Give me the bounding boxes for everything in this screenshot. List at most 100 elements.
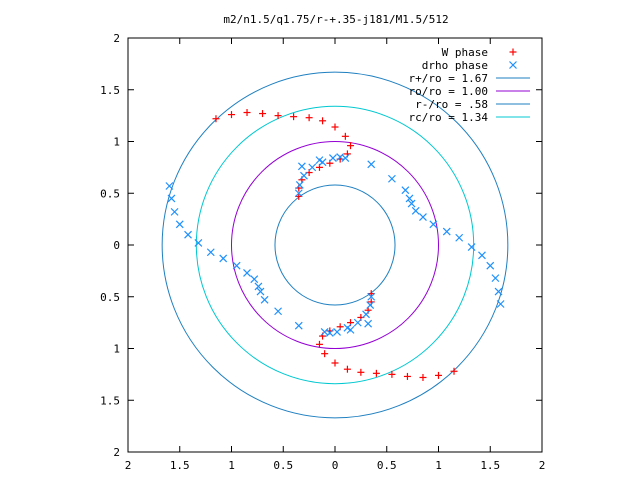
drho-phase-point [509,61,517,69]
drho-phase-point [411,206,420,215]
drho-phase-point [300,171,308,180]
drho-phase-point [455,233,464,242]
x-tick-label: 1.5 [480,459,500,472]
drho-phase-point [256,287,265,296]
x-tick-label: 0.5 [273,459,293,472]
x-tick-label: 1 [435,459,442,472]
x-tick-label: 2 [539,459,546,472]
drho-phase-point [478,251,486,260]
w-phase-point [343,365,351,373]
w-phase-point [243,109,251,117]
drho-phase-point [496,300,505,308]
w-phase-point [403,372,411,380]
drho-phase-point [295,181,304,189]
y-tick-label: 1 [113,136,120,149]
circle-rc [195,105,475,385]
x-tick-label: 2 [125,459,132,472]
w-phase-point [259,110,267,118]
drho-phase-point [206,248,215,257]
y-tick-label: 0.5 [100,187,120,200]
w-phase-point [315,340,323,348]
drho-phase-point [494,287,503,296]
drho-phase-point [364,319,373,328]
drho-phase-point [294,189,303,198]
drho-phase-point [274,307,282,316]
plot-area [161,71,509,419]
w-phase-point [212,115,220,123]
w-phase-point [321,350,329,358]
w-phase-point [435,371,442,379]
circle-r- [274,184,396,306]
x-tick-label: 0.5 [377,459,397,472]
circle-r+ [161,71,509,419]
drho-phase-point [175,220,184,229]
drho-phase-point [367,160,376,169]
drho-phase-point [329,154,337,162]
drho-phase-point [325,329,334,337]
y-tick-label: 1.5 [100,394,120,407]
y-tick-label: 0.5 [100,291,120,304]
x-tick-label: 0 [332,459,339,472]
drho-phase-point [250,275,259,284]
drho-phase-point [308,163,317,172]
drho-phase-point [491,274,500,283]
x-tick-label: 1.5 [170,459,190,472]
drho-phase-point [170,207,179,216]
drho-phase-point [467,243,476,251]
drho-phase-point [232,261,241,270]
drho-phase-point [260,295,269,304]
y-tick-label: 2 [113,32,120,45]
y-tick-label: 2 [113,446,120,459]
axis-ticks: 2 1.5 1 0.5 0 0.5 1 1.5 221.510.500.511.52 [100,32,545,472]
w-phase-point [347,142,355,150]
legend-label: r+/ro = 1.67 [409,72,488,85]
drho-phase-point [362,310,370,319]
drho-phase-point [165,182,174,190]
w-phase-point [319,117,327,125]
drho-phase-point [367,292,376,301]
legend-label: r-/ro = .58 [415,98,488,111]
chart-title: m2/n1.5/q1.75/r-+.35-j181/M1.5/512 [223,13,448,26]
w-phase-point [388,370,396,378]
drho-phase-point [407,199,416,208]
drho-phase-point [219,254,228,263]
drho-phase-point [341,154,350,162]
legend-label: ro/ro = 1.00 [409,85,488,98]
w-phase-point [305,114,313,122]
w-phase-point [290,113,298,121]
drho-phase-point [243,269,251,277]
drho-phase-point [167,194,176,203]
legend-label: rc/ro = 1.34 [409,111,489,124]
drho-phase-point [429,220,438,229]
drho-phase-point [366,301,375,309]
drho-phase-point [333,328,341,336]
drho-phase-point [315,156,324,165]
drho-phase-point [401,186,410,195]
w-phase-point [228,111,235,119]
w-phase-point [341,132,349,140]
drho-phase-point [184,230,192,239]
w-phase-point [509,48,517,56]
drho-phase-point [194,239,203,247]
y-tick-label: 1 [113,343,120,356]
w-phase-point [450,367,458,375]
w-phase-point [331,359,339,367]
drho-phase-point [343,323,352,332]
drho-phase-point [419,213,427,221]
drho-phase-point [353,318,362,327]
circle-ro [231,141,439,349]
y-tick-label: 1.5 [100,84,120,97]
drho-phase-point [388,174,396,183]
w-phase-point [331,123,339,131]
w-phase-point [372,369,380,377]
y-tick-label: 0 [113,239,120,252]
drho-phase-point [442,227,451,236]
drho-phase-point [297,162,306,171]
w-phase-point [274,112,282,120]
legend-label: drho phase [422,59,488,72]
w-phase-point [357,368,365,376]
drho-phase-point [486,261,495,270]
legend-label: W phase [442,46,488,59]
